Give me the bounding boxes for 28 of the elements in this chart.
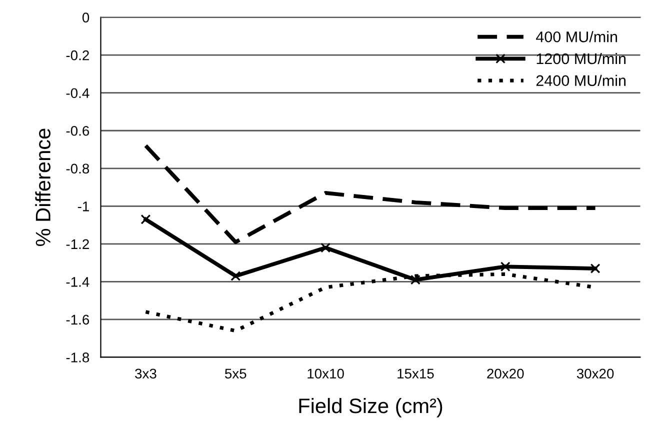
y-tick-label: -0.4 [66, 88, 90, 98]
y-tick-label: -1.2 [66, 239, 89, 249]
legend-label: 400 MU/min [536, 31, 618, 42]
x-axis-title: Field Size (cm²) [299, 398, 442, 418]
point [590, 263, 600, 274]
line-series [144, 144, 598, 244]
y-axis-title: % Difference [35, 128, 50, 246]
point [230, 271, 241, 282]
y-tick-label: -0.6 [66, 126, 90, 136]
y-tick-label: -0.8 [66, 164, 90, 174]
x-tick-label: 5x5 [224, 368, 246, 379]
y-tick-label: -1.6 [66, 314, 90, 325]
y-tick-label: -1 [78, 202, 89, 212]
x-tick-label: 3x3 [135, 368, 156, 379]
x-tick-label: 10x10 [308, 368, 344, 379]
point [140, 214, 151, 224]
y-tick-label: -1.4 [66, 277, 90, 287]
y-tick-label: 0 [82, 12, 90, 22]
y-tick-label: -0.2 [66, 50, 89, 60]
legend-label: 1200 MU/min [536, 52, 626, 64]
legend-label: 2400 MU/min [536, 74, 626, 86]
y-tick-label: -1.8 [66, 352, 90, 362]
x-tick-label: 15x15 [398, 368, 434, 379]
x-tick-label: 20x20 [487, 368, 524, 379]
x-tick-label: 30x20 [576, 368, 614, 379]
point [320, 242, 331, 253]
point [410, 274, 420, 285]
point [500, 262, 510, 272]
